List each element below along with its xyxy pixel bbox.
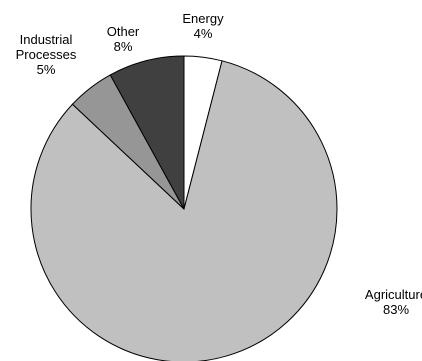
label-agriculture: Agriculture 83% [365,287,422,317]
pie-slices [30,55,338,361]
label-industrial-processes-name: Processes [16,47,77,62]
label-other-name: Other [107,24,140,39]
label-industrial-processes: Industrial Processes 5% [16,32,77,77]
slice-other [109,55,185,210]
slice-agriculture [30,60,338,361]
label-industrial-processes-name: Industrial [20,32,73,47]
label-agriculture-value: 83% [383,302,409,317]
label-energy-name: Energy [182,11,224,26]
label-agriculture-name: Agriculture [365,287,422,302]
label-other: Other 8% [107,24,140,54]
label-energy-value: 4% [194,26,213,41]
pie-labels: Energy 4% Agriculture 83% Industrial Processe… [16,11,422,317]
label-industrial-processes-value: 5% [37,62,56,77]
label-other-value: 8% [114,39,133,54]
label-energy: Energy 4% [182,11,224,41]
